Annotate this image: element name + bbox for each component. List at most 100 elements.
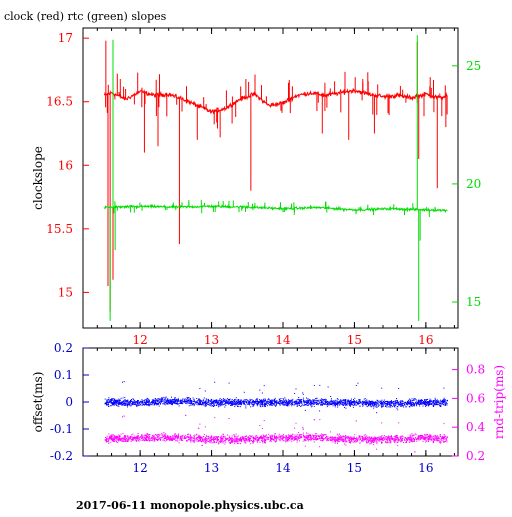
point-rnd-trip [162, 435, 163, 436]
point-rnd-trip [389, 442, 390, 443]
point-offset [329, 402, 330, 403]
point-offset [354, 398, 355, 399]
point-rnd-trip [325, 438, 326, 439]
point-rnd-trip [212, 442, 213, 443]
point-offset [396, 398, 397, 399]
point-offset [113, 401, 114, 402]
point-offset [387, 405, 388, 406]
point-offset [363, 405, 364, 406]
point-rnd-trip [136, 437, 137, 438]
point-offset [259, 399, 260, 400]
point-rnd-trip [111, 434, 112, 435]
point-rnd-trip [255, 438, 256, 439]
point-offset [158, 403, 159, 404]
point-offset [311, 406, 312, 407]
point-offset [410, 400, 411, 401]
point-rnd-trip [383, 438, 384, 439]
point-offset [393, 405, 394, 406]
point-rnd-trip [301, 437, 302, 438]
point-offset [444, 401, 445, 402]
point-offset [376, 406, 377, 407]
point-offset [304, 404, 305, 405]
point-offset [172, 399, 173, 400]
point-offset [241, 403, 242, 404]
point-rnd-trip [291, 441, 292, 442]
point-offset [308, 402, 309, 403]
point-offset [322, 403, 323, 404]
point-rnd-trip [117, 442, 118, 443]
point-offset [179, 403, 180, 404]
point-offset [319, 410, 320, 411]
point-rnd-trip [320, 440, 321, 441]
point-offset [111, 398, 112, 399]
point-offset [135, 404, 136, 405]
point-offset [218, 405, 219, 406]
point-offset [141, 399, 142, 400]
point-rnd-trip [173, 437, 174, 438]
point-rnd-trip [426, 440, 427, 441]
point-rnd-trip [158, 434, 159, 435]
point-offset [221, 405, 222, 406]
point-rnd-trip [173, 436, 174, 437]
y2-tick-label: 15 [466, 295, 481, 309]
point-rnd-trip [206, 436, 207, 437]
point-offset [272, 399, 273, 400]
point-offset [245, 400, 246, 401]
point-rnd-trip [354, 439, 355, 440]
point-offset [360, 405, 361, 406]
point-rnd-trip [434, 439, 435, 440]
point-offset [276, 403, 277, 404]
point-offset [313, 404, 314, 405]
point-offset [383, 406, 384, 407]
point-offset [175, 400, 176, 401]
point-offset [366, 404, 367, 405]
point-offset [154, 403, 155, 404]
point-offset [216, 405, 217, 406]
point-offset [430, 399, 431, 400]
point-offset [182, 403, 183, 404]
point-offset [384, 402, 385, 403]
point-rnd-trip [384, 435, 385, 436]
point-offset [239, 404, 240, 405]
point-offset [282, 403, 283, 404]
point-rnd-trip [246, 439, 247, 440]
point-offset [308, 405, 309, 406]
point-offset [225, 399, 226, 400]
point-offset [150, 403, 151, 404]
point-offset [155, 398, 156, 399]
point-offset [257, 405, 258, 406]
point-rnd-trip [391, 435, 392, 436]
point-offset [424, 403, 425, 404]
point-rnd-trip [406, 439, 407, 440]
point-offset [139, 403, 140, 404]
point-offset [397, 402, 398, 403]
point-offset [377, 401, 378, 402]
point-offset [229, 402, 230, 403]
point-rnd-trip [140, 440, 141, 441]
point-offset [268, 398, 269, 399]
point-offset [232, 404, 233, 405]
point-rnd-trip [229, 440, 230, 441]
point-rnd-trip [446, 441, 447, 442]
point-rnd-trip [107, 436, 108, 437]
point-offset [232, 402, 233, 403]
point-offset [131, 401, 132, 402]
point-offset [279, 399, 280, 400]
point-offset [221, 404, 222, 405]
point-offset [440, 401, 441, 402]
point-offset [157, 401, 158, 402]
point-rnd-trip [229, 439, 230, 440]
point-offset [269, 399, 270, 400]
point-rnd-trip [376, 441, 377, 442]
point-offset [220, 398, 221, 399]
point-offset [410, 402, 411, 403]
point-offset [319, 385, 320, 386]
point-rnd-trip [387, 440, 388, 441]
point-offset [379, 405, 380, 406]
point-offset [265, 403, 266, 404]
point-offset [138, 402, 139, 403]
point-offset [203, 403, 204, 404]
point-offset [218, 403, 219, 404]
point-offset [333, 403, 334, 404]
point-offset [328, 404, 329, 405]
